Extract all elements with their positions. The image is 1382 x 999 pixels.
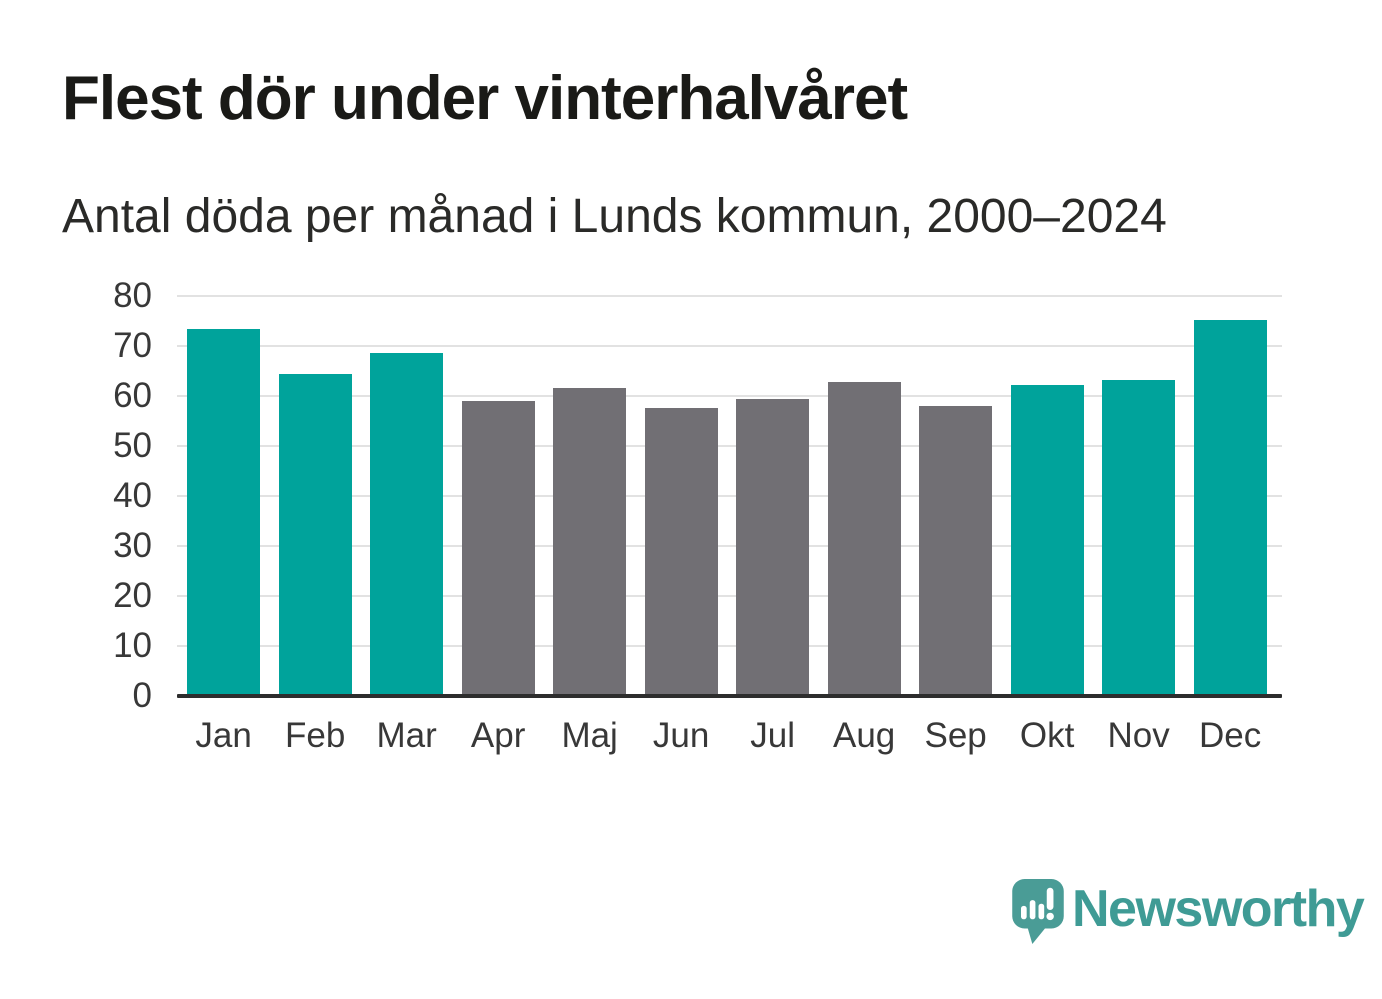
newsworthy-logo-icon <box>1012 879 1064 944</box>
x-axis-label-jan: Jan <box>195 716 252 755</box>
x-axis-label-dec: Dec <box>1199 716 1262 755</box>
x-axis-line <box>176 694 1282 698</box>
x-axis-label-sep: Sep <box>924 716 987 755</box>
y-axis-tick-label: 30 <box>113 526 152 565</box>
bar-sep <box>919 406 993 696</box>
x-axis-label-jul: Jul <box>750 716 796 755</box>
x-axis-label-feb: Feb <box>284 716 346 755</box>
x-axis-label-aug: Aug <box>833 716 896 755</box>
y-axis-tick-label: 80 <box>113 276 152 315</box>
gridline-20 <box>176 595 1282 597</box>
y-axis-tick-label: 40 <box>113 476 152 515</box>
brand-wordmark: Newsworthy <box>1072 880 1365 938</box>
gridline-50 <box>176 445 1282 447</box>
bar-mar <box>370 353 444 696</box>
y-axis-tick-label: 60 <box>113 376 152 415</box>
bar-apr <box>461 400 535 696</box>
x-axis-label-okt: Okt <box>1019 716 1075 755</box>
y-axis-tick-label: 20 <box>113 576 152 615</box>
x-axis-label-apr: Apr <box>470 716 526 755</box>
gridline-60 <box>176 395 1282 397</box>
chart-subtitle: Antal döda per månad i Lunds kommun, 200… <box>62 190 1167 243</box>
x-axis-label-mar: Mar <box>376 716 437 755</box>
bar-aug <box>827 382 901 696</box>
bar-dec <box>1193 320 1267 696</box>
gridline-40 <box>176 495 1282 497</box>
y-axis-tick-label: 0 <box>132 676 152 715</box>
brand-footer: Newsworthy <box>1011 878 1365 948</box>
bar-jul <box>736 398 810 696</box>
bar-jan <box>187 328 261 696</box>
y-axis-tick-label: 10 <box>113 626 152 665</box>
bar-jun <box>644 408 718 696</box>
bar-maj <box>553 388 627 696</box>
bar-feb <box>278 374 352 696</box>
chart-title: Flest dör under vinterhalvåret <box>62 64 908 133</box>
bar-nov <box>1102 380 1176 696</box>
bar-okt <box>1010 385 1084 696</box>
gridline-70 <box>176 345 1282 347</box>
gridline-10 <box>176 645 1282 647</box>
y-axis-tick-label: 50 <box>113 426 152 465</box>
y-axis-tick-label: 70 <box>113 326 152 365</box>
gridline-80 <box>176 295 1282 297</box>
x-axis-label-nov: Nov <box>1107 716 1170 755</box>
gridline-30 <box>176 545 1282 547</box>
x-axis-label-maj: Maj <box>561 716 618 755</box>
x-axis-label-jun: Jun <box>652 716 710 755</box>
